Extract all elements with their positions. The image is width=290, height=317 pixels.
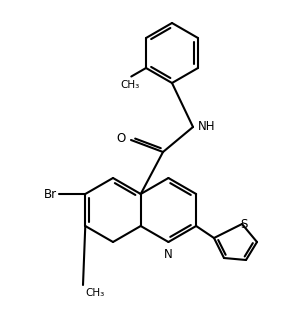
Text: CH₃: CH₃ — [121, 80, 140, 89]
Text: N: N — [164, 248, 173, 261]
Text: Br: Br — [44, 187, 57, 200]
Text: NH: NH — [198, 120, 215, 133]
Text: O: O — [117, 132, 126, 145]
Text: S: S — [240, 217, 248, 230]
Text: CH₃: CH₃ — [85, 288, 104, 298]
